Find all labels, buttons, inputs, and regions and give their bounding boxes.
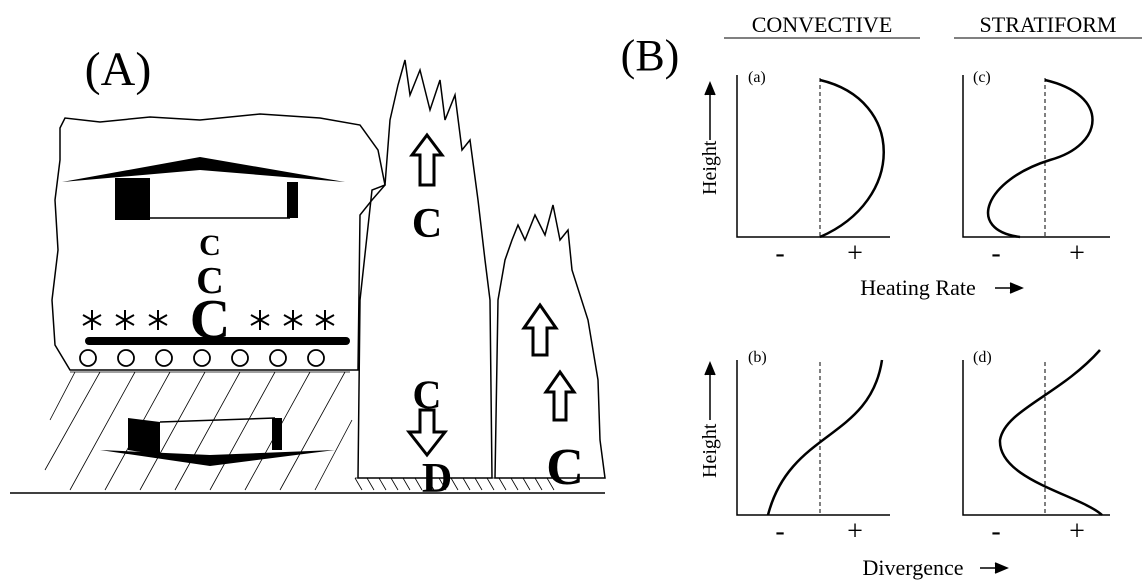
small-tower [495,205,605,478]
axis-arrow [980,563,1007,573]
y-axis-label: Height [699,423,721,478]
raindrops [80,350,324,366]
rain-hatching [45,372,352,490]
sign-label: - [991,516,1000,547]
sign-label: + [1069,516,1085,547]
plot-label: (c) [973,69,991,86]
condensation-label: C [546,439,584,496]
sign-label: - [991,238,1000,269]
sign-label: - [775,238,784,269]
upper-flow [62,157,345,220]
condensation-label: C [190,289,230,351]
plot-label: (b) [748,349,767,366]
axes [963,75,1110,237]
sign-label: + [847,516,863,547]
column-header: CONVECTIVE [752,12,893,37]
profile-curve [820,80,884,237]
figure: (A) C [0,0,1147,586]
condensation-label: C [413,372,442,417]
axes [963,360,1110,515]
condensation-label: C [199,229,221,262]
axes [737,75,890,237]
profile-curve [1000,350,1102,515]
profile-curve [988,80,1092,237]
updraft-arrow [412,135,442,185]
sign-label: + [1069,238,1085,269]
updraft-arrow [546,372,574,420]
x-axis-label: Divergence [863,555,964,580]
axis-arrow [705,83,715,140]
condensation-label: C [412,201,442,247]
axis-arrow [995,283,1022,293]
column-header: STRATIFORM [980,12,1117,37]
updraft-arrow [524,305,556,355]
sign-label: + [847,238,863,269]
profile-curve [768,360,882,515]
x-axis-label: Heating Rate [860,275,975,300]
plot-label: (a) [748,69,766,86]
evaporation-label: D [422,456,452,502]
axis-arrow [705,363,715,420]
lower-flow [100,418,335,466]
axes [737,360,890,515]
y-axis-label: Height [699,140,721,195]
panel-label: (A) [85,43,152,96]
panel-label: (B) [621,31,680,80]
sign-label: - [775,516,784,547]
plot-label: (d) [973,349,992,366]
